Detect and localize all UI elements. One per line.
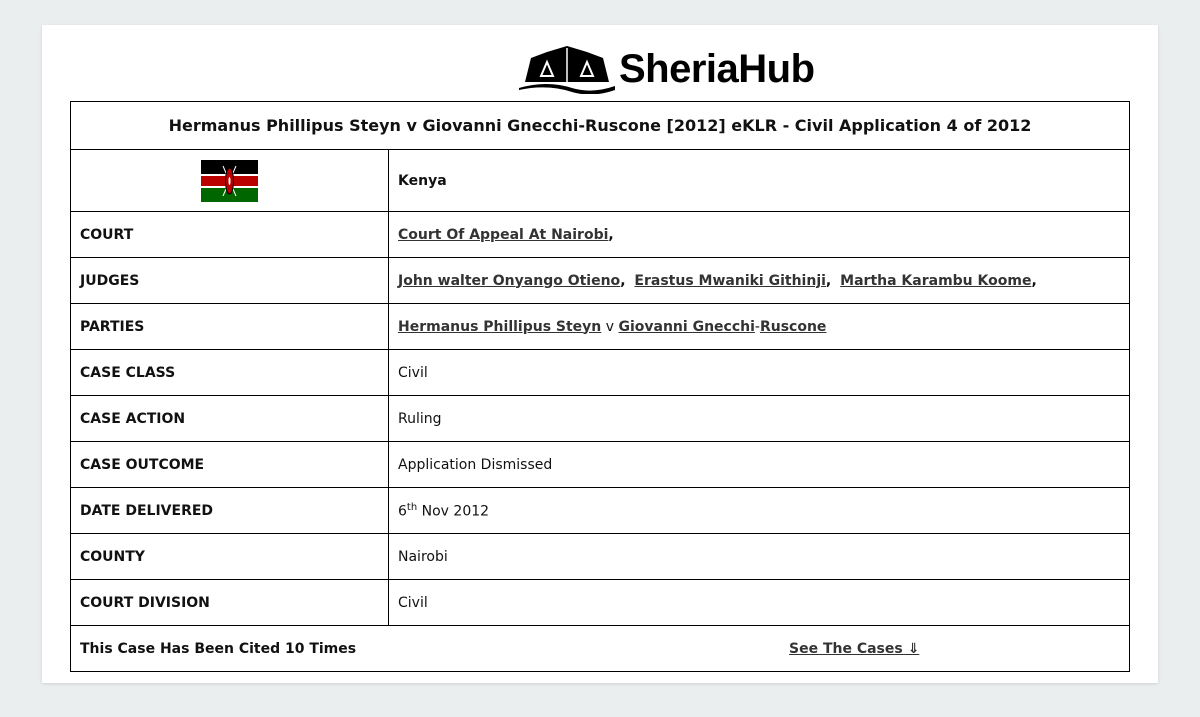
party-link[interactable]: Giovanni Gnecchi (618, 318, 755, 335)
judge-link[interactable]: Martha Karambu Koome (840, 272, 1032, 289)
dash: - (754, 318, 760, 335)
country-name: Kenya (388, 149, 1130, 212)
parties-label: PARTIES (70, 303, 389, 350)
judge-link[interactable]: Erastus Mwaniki Githinji (634, 272, 826, 289)
case-details-table: Hermanus Phillipus Steyn v Giovanni Gnec… (70, 101, 1130, 672)
county-label: COUNTY (70, 533, 389, 580)
date-day: 6 (398, 503, 407, 520)
judge-link[interactable]: John walter Onyango Otieno (398, 272, 621, 289)
scales-house-icon (519, 46, 615, 94)
comma: , (825, 272, 832, 289)
case-action-label: CASE ACTION (70, 395, 389, 442)
case-outcome-label: CASE OUTCOME (70, 441, 389, 488)
court-label: COURT (70, 211, 389, 258)
date-delivered-label: DATE DELIVERED (70, 487, 389, 534)
date-suffix: th (406, 501, 418, 513)
sheriahub-logo[interactable]: SheriaHub (517, 43, 815, 95)
comma: , (620, 272, 626, 289)
judges-value: John walter Onyango Otieno, Erastus Mwan… (388, 257, 1130, 304)
date-delivered-value: 6th Nov 2012 (388, 487, 1130, 534)
party-link[interactable]: Ruscone (759, 318, 827, 335)
case-card: SheriaHub Hermanus Phillipus Steyn v Gio… (42, 25, 1158, 683)
comma: , (1031, 272, 1037, 289)
citations-text: This Case Has Been Cited 10 Times (80, 640, 357, 657)
citations-row: This Case Has Been Cited 10 Times See Th… (70, 625, 1130, 672)
date-rest: Nov 2012 (417, 503, 490, 520)
brand-name: SheriaHub (619, 46, 815, 91)
county-value: Nairobi (388, 533, 1130, 580)
comma: , (608, 226, 614, 243)
case-class-label: CASE CLASS (70, 349, 389, 396)
court-link[interactable]: Court Of Appeal At Nairobi (398, 226, 609, 243)
court-division-label: COURT DIVISION (70, 579, 389, 626)
see-cases-link[interactable]: See The Cases ⇓ (789, 640, 920, 657)
party-link[interactable]: Hermanus Phillipus Steyn (398, 318, 602, 335)
flag-cell (70, 149, 389, 212)
case-outcome-value: Application Dismissed (388, 441, 1130, 488)
case-title: Hermanus Phillipus Steyn v Giovanni Gnec… (70, 101, 1130, 150)
judges-label: JUDGES (70, 257, 389, 304)
court-value: Court Of Appeal At Nairobi, (388, 211, 1130, 258)
case-class-value: Civil (388, 349, 1130, 396)
case-action-value: Ruling (388, 395, 1130, 442)
kenya-flag-icon (201, 159, 258, 202)
versus: v (605, 318, 615, 335)
court-division-value: Civil (388, 579, 1130, 626)
parties-value: Hermanus Phillipus Steyn v Giovanni Gnec… (388, 303, 1130, 350)
